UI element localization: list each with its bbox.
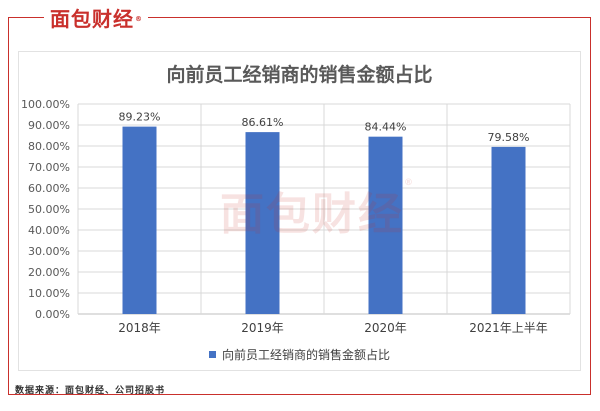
x-tick-label: 2019年 [241,321,284,335]
bar [368,136,403,314]
bar [491,146,526,314]
data-label: 89.23% [119,111,161,124]
data-label: 84.44% [365,121,407,134]
brand-logo: 面包财经® [44,7,148,31]
y-tick-label: 30.00% [28,245,70,258]
brand-logo-text: 面包财经 [50,7,134,31]
y-tick-label: 70.00% [28,161,70,174]
y-tick-label: 10.00% [28,287,70,300]
y-tick-label: 100.00% [21,98,70,111]
y-tick-label: 20.00% [28,266,70,279]
brand-logo-mark: ® [135,15,142,23]
data-label: 79.58% [488,131,530,144]
y-tick-label: 0.00% [35,308,70,321]
bar [245,132,280,314]
data-label: 86.61% [242,116,284,129]
bar [122,126,157,314]
y-tick-label: 80.00% [28,140,70,153]
x-tick-label: 2020年 [364,321,407,335]
y-tick-label: 90.00% [28,119,70,132]
y-tick-label: 50.00% [28,203,70,216]
y-tick-label: 40.00% [28,224,70,237]
legend-label: 向前员工经销商的销售金额占比 [221,348,390,362]
x-tick-label: 2021年上半年 [469,321,548,335]
chart-legend: 向前员工经销商的销售金额占比 [18,346,581,363]
legend-swatch [208,351,216,358]
x-tick-label: 2018年 [118,321,161,335]
data-source-note: 数据来源：面包财经、公司招股书 [15,386,166,396]
chart-title: 向前员工经销商的销售金额占比 [166,64,433,86]
y-tick-label: 60.00% [28,182,70,195]
